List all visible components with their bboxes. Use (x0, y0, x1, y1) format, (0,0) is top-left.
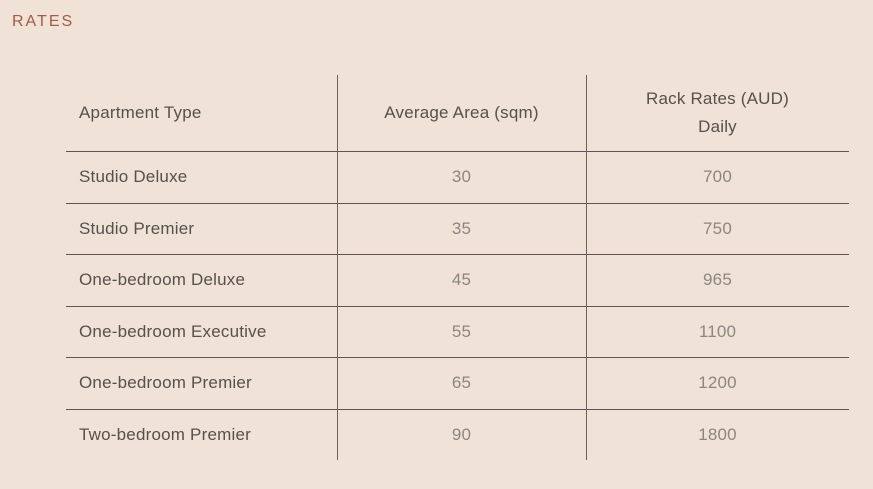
rack-rate-cell: 1800 (698, 424, 737, 444)
page-title: RATES (12, 13, 75, 30)
rack-rate-cell: 1100 (698, 321, 737, 341)
header-rack-rates-line2: Daily (698, 117, 737, 136)
column-divider-1 (337, 75, 338, 460)
table-row: One-bedroom Premier 65 1200 (66, 358, 849, 410)
table-header-row: Apartment Type Average Area (sqm) Rack R… (66, 75, 849, 152)
average-area-cell: 55 (451, 321, 472, 341)
table-row: Two-bedroom Premier 90 1800 (66, 410, 849, 461)
rack-rate-cell: 750 (703, 218, 732, 238)
apartment-type-cell: One-bedroom Deluxe (79, 270, 246, 290)
table-row: One-bedroom Executive 55 1100 (66, 307, 849, 358)
rates-table: Apartment Type Average Area (sqm) Rack R… (66, 75, 849, 460)
apartment-type-cell: One-bedroom Premier (79, 373, 252, 393)
average-area-cell: 65 (451, 373, 472, 393)
rack-rate-cell: 965 (703, 270, 732, 290)
average-area-cell: 45 (451, 270, 472, 290)
header-rack-rates-line1: Rack Rates (AUD) (645, 88, 789, 108)
apartment-type-cell: Studio Premier (79, 218, 195, 238)
header-rack-rates: Rack Rates (AUD) Daily (586, 75, 849, 151)
column-divider-2 (586, 75, 587, 460)
average-area-cell: 90 (451, 424, 472, 444)
average-area-cell: 35 (451, 218, 472, 238)
table-row: Studio Deluxe 30 700 (66, 152, 849, 204)
apartment-type-cell: Studio Deluxe (79, 167, 188, 187)
table-row: Studio Premier 35 750 (66, 204, 849, 255)
table-row: One-bedroom Deluxe 45 965 (66, 255, 849, 307)
apartment-type-cell: Two-bedroom Premier (79, 424, 251, 444)
header-average-area: Average Area (sqm) (384, 103, 539, 122)
apartment-type-cell: One-bedroom Executive (79, 321, 267, 341)
rack-rate-cell: 1200 (698, 373, 737, 393)
average-area-cell: 30 (451, 167, 472, 187)
header-apartment-type: Apartment Type (79, 103, 202, 122)
rack-rate-cell: 700 (703, 167, 732, 187)
